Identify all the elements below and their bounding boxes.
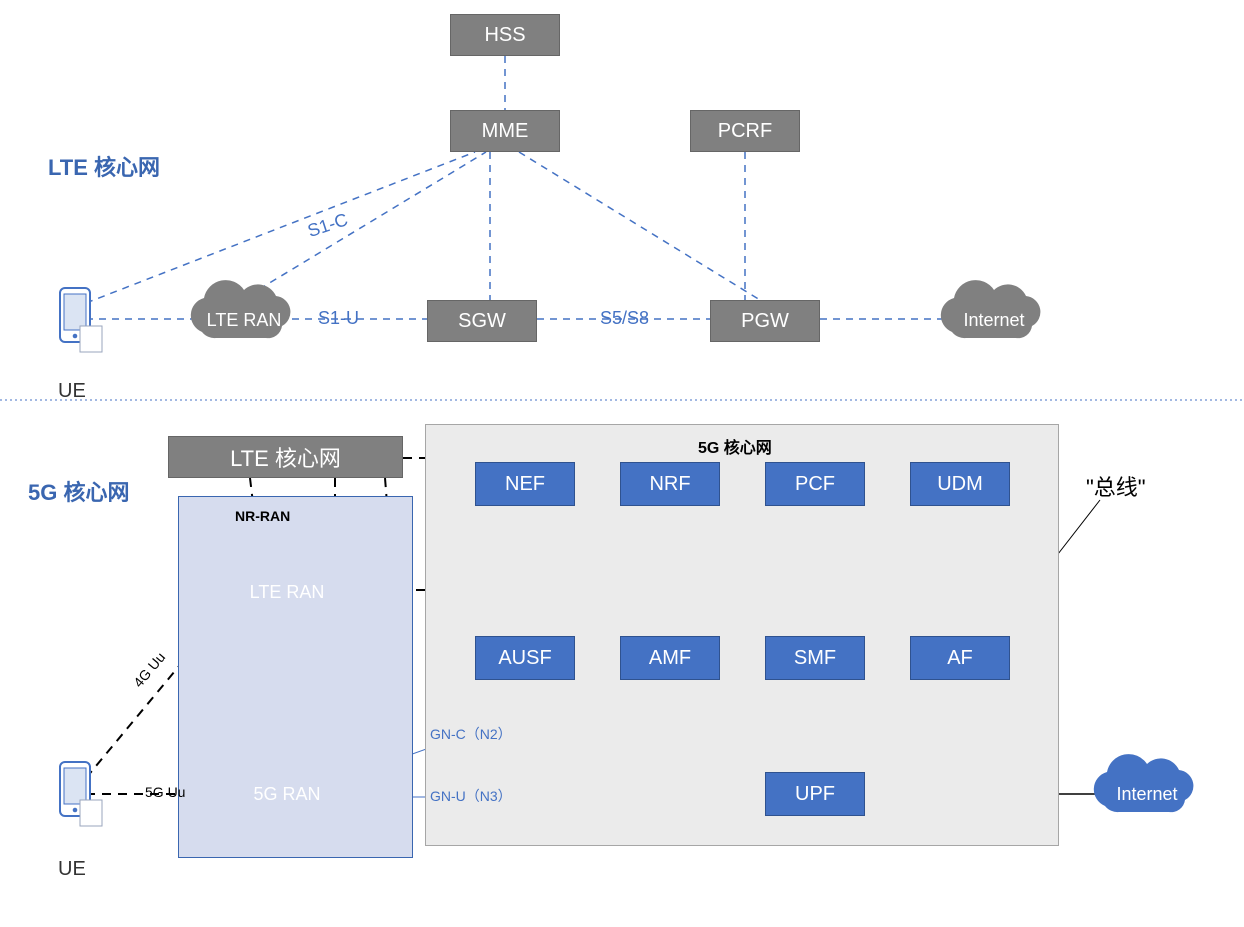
diagram-stage: { "canvas": { "w": 1244, "h": 927, "bg":… (0, 0, 1244, 927)
edgelabel-black-1: 5G Uu (145, 784, 185, 800)
node-sgw: SGW (427, 300, 537, 342)
edgelabel-thinblue-0: GN-C（N2） (430, 724, 512, 744)
nr-ran-panel-label: NR-RAN (235, 508, 290, 524)
node-af: AF (910, 636, 1010, 680)
node-upf: UPF (765, 772, 865, 816)
node-ausf: AUSF (475, 636, 575, 680)
ue-label-ue2: UE (58, 858, 86, 881)
node-nef: NEF (475, 462, 575, 506)
cloud-lteran1-label: LTE RAN (198, 310, 290, 331)
fiveg-core-panel-label: 5G 核心网 (698, 434, 772, 458)
edgelabel-thinblue-1: GN-U（N3） (430, 786, 512, 806)
node-smf: SMF (765, 636, 865, 680)
title-5g-core: 5G 核心网 (28, 475, 129, 507)
node-amf: AMF (620, 636, 720, 680)
node-ltecore2: LTE 核心网 (168, 436, 403, 478)
bus-callout-label: "总线" (1086, 470, 1146, 502)
title-lte-core: LTE 核心网 (48, 150, 160, 182)
node-nrf: NRF (620, 462, 720, 506)
edgelabel-blue-2: S5/S8 (600, 308, 649, 329)
ue-label-ue1: UE (58, 380, 86, 403)
cloud-fgran-label: 5G RAN (241, 784, 333, 805)
node-pcf: PCF (765, 462, 865, 506)
node-udm: UDM (910, 462, 1010, 506)
cloud-inet1-label: Internet (948, 310, 1040, 331)
node-hss: HSS (450, 14, 560, 56)
edgelabel-blue-1: S1-U (318, 308, 359, 329)
cloud-inet2-label: Internet (1101, 784, 1193, 805)
node-pgw: PGW (710, 300, 820, 342)
node-mme: MME (450, 110, 560, 152)
cloud-lteran2-label: LTE RAN (241, 582, 333, 603)
node-pcrf: PCRF (690, 110, 800, 152)
